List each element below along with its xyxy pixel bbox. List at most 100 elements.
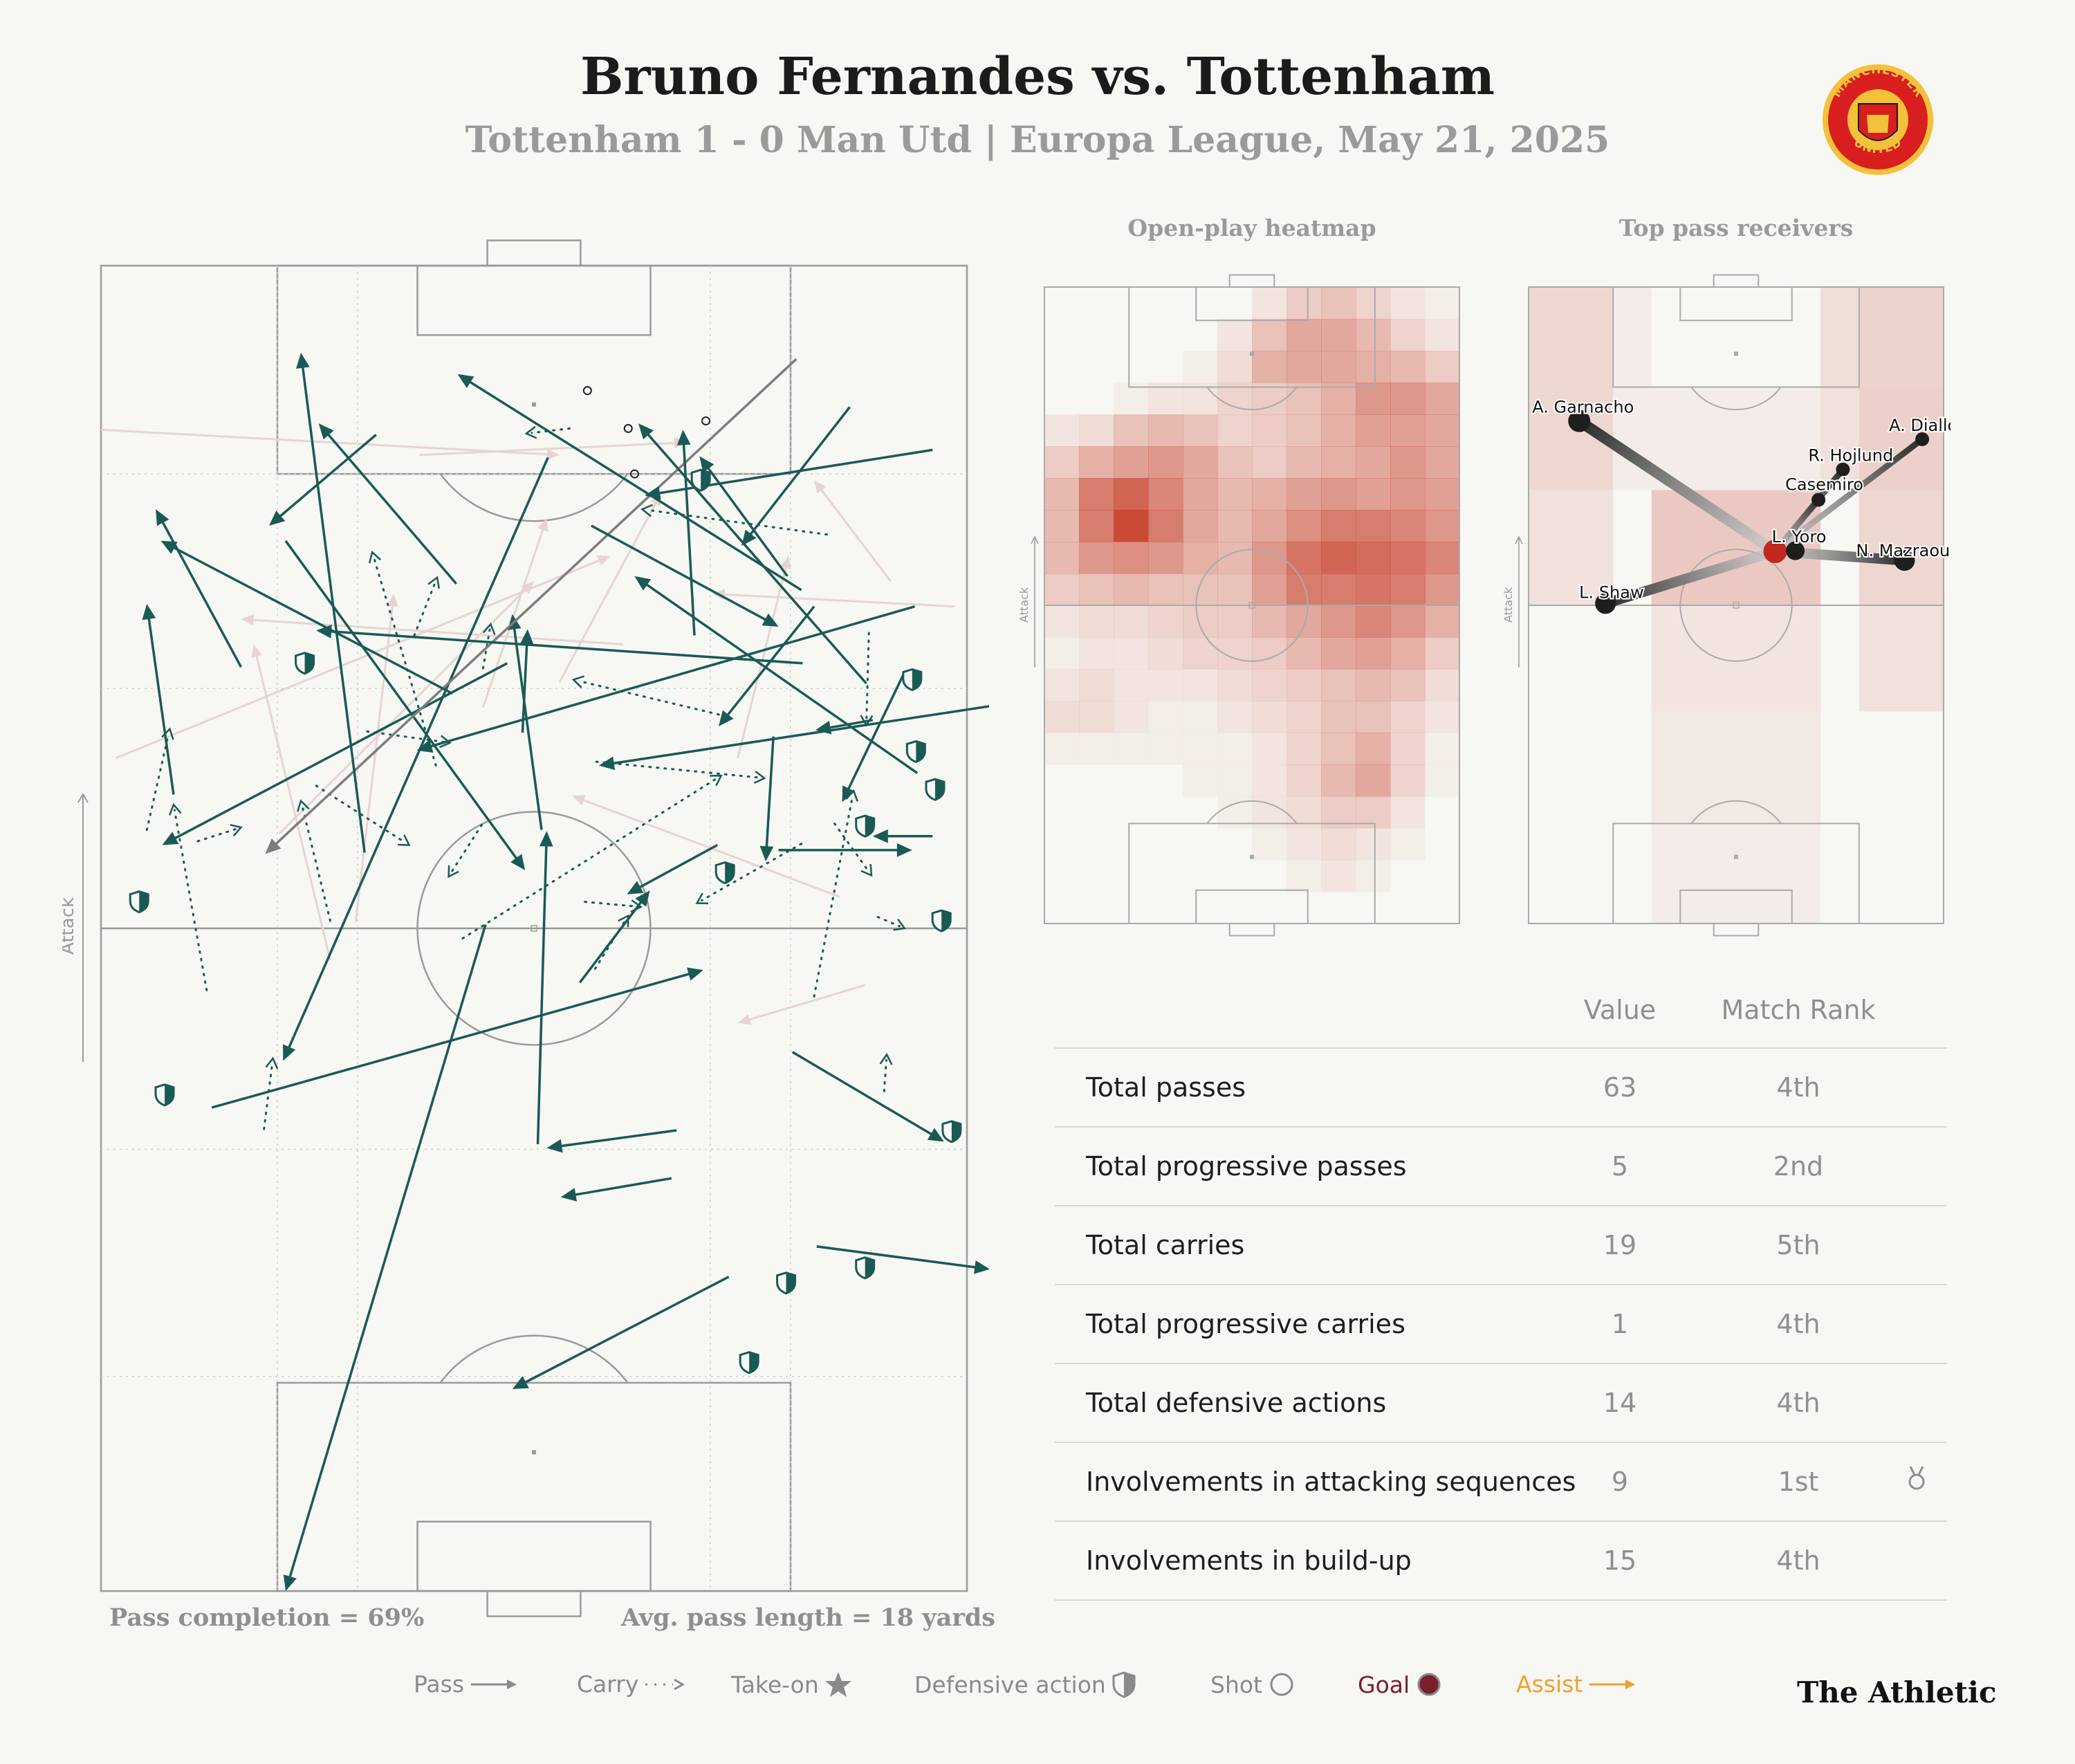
defensive-action-12 xyxy=(855,1256,876,1280)
heat-cell-4-11 xyxy=(1425,414,1460,447)
carry-23 xyxy=(879,1053,893,1092)
heat-cell-17-8 xyxy=(1321,828,1356,861)
heat-cell-7-1 xyxy=(1079,510,1114,542)
shot-1 xyxy=(623,423,633,433)
heat-cell-13-2 xyxy=(1114,701,1149,733)
unsuccessful-pass-3 xyxy=(814,480,892,582)
top-goal xyxy=(1228,274,1275,288)
legend-defensive-label: Defensive action xyxy=(914,1671,1106,1698)
stats-row-label: Involvements in build-up xyxy=(1086,1545,1412,1576)
heat-cell-3-9 xyxy=(1356,383,1391,415)
heat-cell-4-8 xyxy=(1321,414,1356,447)
heat-cell-14-8 xyxy=(1321,733,1356,765)
pass-23 xyxy=(842,671,906,802)
defensive-action-3 xyxy=(855,814,876,838)
heatmap-attack-indicator: Attack xyxy=(1018,535,1039,668)
heatmap-title: Open-play heatmap xyxy=(1127,214,1376,241)
heat-cell-10-10 xyxy=(1390,605,1426,638)
heat-cell-15-5 xyxy=(1217,764,1253,797)
heat-cell-2-8 xyxy=(1321,351,1356,383)
heat-cell-10-5 xyxy=(1217,605,1253,638)
zone-cell-4-2 xyxy=(1651,711,1736,821)
top-goal xyxy=(1713,274,1760,288)
heat-cell-6-1 xyxy=(1079,478,1114,511)
pass-22 xyxy=(759,736,775,862)
stats-row-rank: 4th xyxy=(1776,1309,1820,1339)
zone-cell-0-0 xyxy=(1529,287,1614,387)
bottom-penalty-arc xyxy=(1690,800,1782,825)
heat-cell-6-9 xyxy=(1356,478,1391,511)
receiver-link-6 xyxy=(1600,546,1780,609)
stats-row-value: 19 xyxy=(1603,1230,1637,1260)
pass-29 xyxy=(676,430,696,636)
stats-row-value: 63 xyxy=(1603,1072,1637,1103)
heat-cell-17-6 xyxy=(1252,828,1287,861)
heat-cell-14-10 xyxy=(1390,733,1426,765)
shots-layer xyxy=(582,386,711,479)
heatmap-cells xyxy=(1044,287,1460,892)
bottom-penalty-spot xyxy=(1734,854,1738,859)
heat-cell-1-6 xyxy=(1252,319,1287,351)
center-circle xyxy=(416,811,652,1046)
heat-cell-1-10 xyxy=(1390,319,1426,351)
heat-cell-12-6 xyxy=(1252,669,1287,701)
receiver-nodes: A. Garnacho A. Diallo R. Hojlund Casemiro L.… xyxy=(1531,396,1950,614)
heat-cell-6-7 xyxy=(1286,478,1322,511)
stats-row-rank: 1st xyxy=(1778,1467,1819,1497)
heat-cell-9-3 xyxy=(1148,573,1183,606)
carry-20 xyxy=(524,425,571,439)
top-penalty-arc xyxy=(1206,386,1298,411)
heat-cell-15-6 xyxy=(1252,764,1287,797)
heat-cell-11-8 xyxy=(1321,637,1356,670)
pass-6 xyxy=(162,662,508,845)
legend-takeon-label: Take-on xyxy=(731,1671,819,1698)
heat-cell-4-1 xyxy=(1079,414,1114,447)
heat-cell-1-9 xyxy=(1356,319,1391,351)
unsuccessful-pass-11 xyxy=(251,644,331,960)
legend-defensive: Defensive action xyxy=(914,1671,1136,1698)
pass-5 xyxy=(578,890,650,984)
heat-cell-6-6 xyxy=(1252,478,1287,511)
heat-cell-0-8 xyxy=(1321,287,1356,320)
carry-2 xyxy=(366,730,452,748)
unsuccessful-passes-layer xyxy=(100,428,954,1025)
defensive-action-13 xyxy=(690,468,711,492)
receiver-label-3: Casemiro xyxy=(1785,475,1863,495)
zone-cell-5-3 xyxy=(1736,820,1821,924)
receiver-label-4: L. Yoro xyxy=(1772,527,1827,546)
heat-cell-4-2 xyxy=(1114,414,1149,447)
chart-title: Bruno Fernandes vs. Tottenham xyxy=(580,47,1495,107)
zone-cell-1-1 xyxy=(1613,387,1652,490)
heat-cell-11-0 xyxy=(1044,637,1080,670)
legend-goal: Goal xyxy=(1358,1671,1443,1698)
heat-cell-18-8 xyxy=(1321,860,1356,892)
legend-shot-circle-icon xyxy=(1270,1673,1293,1696)
stats-row-rank: 4th xyxy=(1776,1545,1820,1576)
stats-row-rank: 4th xyxy=(1776,1072,1820,1103)
receiver-node-0 xyxy=(1568,410,1591,432)
pass-28 xyxy=(160,540,453,695)
carry-8 xyxy=(413,576,440,637)
legend-shot: Shot xyxy=(1210,1671,1295,1698)
heat-cell-14-1 xyxy=(1079,733,1114,765)
pass-36 xyxy=(457,374,802,591)
receiver-label-0: A. Garnacho xyxy=(1532,398,1634,417)
pass-11 xyxy=(269,434,377,526)
heat-cell-14-2 xyxy=(1114,733,1149,765)
heat-cell-10-6 xyxy=(1252,605,1287,638)
heat-cell-14-3 xyxy=(1148,733,1183,765)
heat-cell-4-4 xyxy=(1183,414,1218,447)
carry-1 xyxy=(368,550,437,767)
receiver-node-3 xyxy=(1811,493,1826,507)
heat-cell-8-1 xyxy=(1079,542,1114,574)
legend-shield-icon xyxy=(1112,1671,1136,1698)
heat-cell-12-9 xyxy=(1356,669,1391,701)
heat-cell-7-10 xyxy=(1390,510,1426,542)
heat-cell-12-8 xyxy=(1321,669,1356,701)
heat-cell-11-10 xyxy=(1390,637,1426,670)
heat-cell-3-2 xyxy=(1114,383,1149,415)
bottom-six-yard-box xyxy=(1195,889,1309,925)
heat-cell-14-4 xyxy=(1183,733,1218,765)
heat-cell-15-7 xyxy=(1286,764,1322,797)
carry-21 xyxy=(461,774,723,940)
